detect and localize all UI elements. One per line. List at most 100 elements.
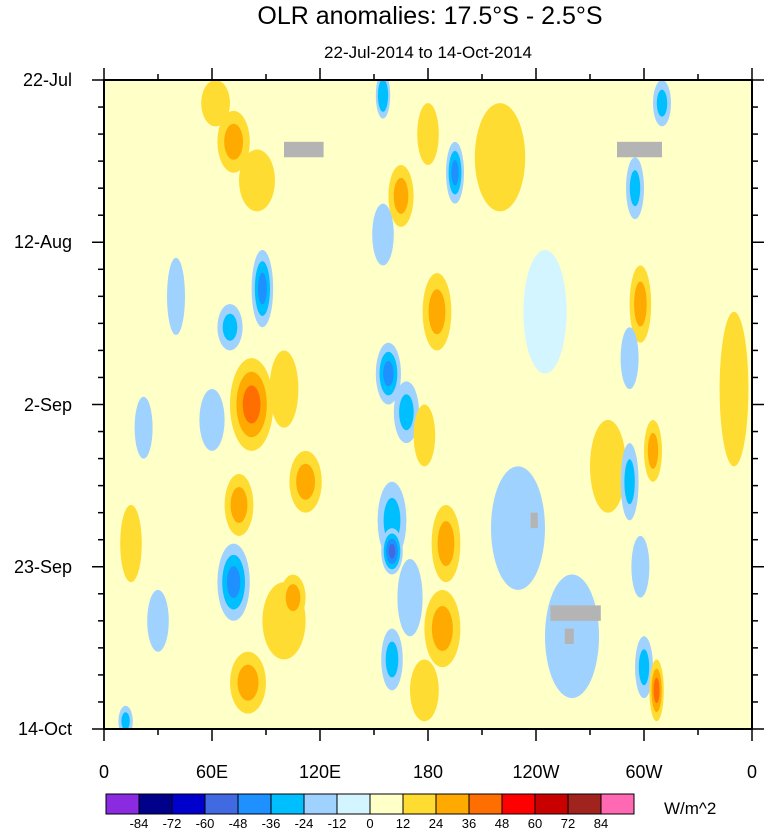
anomaly-contour xyxy=(620,327,639,390)
anomaly-contour xyxy=(428,289,446,335)
colorbar-label: 0 xyxy=(366,816,373,830)
anomaly-contour xyxy=(121,712,130,729)
chart-subtitle: 22-Jul-2014 to 14-Oct-2014 xyxy=(324,43,532,62)
anomaly-contour xyxy=(237,664,259,701)
anomaly-contour xyxy=(226,566,241,599)
colorbar-box xyxy=(534,793,569,815)
missing-data-patch xyxy=(284,141,324,158)
colorbar-box xyxy=(567,793,602,815)
colorbar-box xyxy=(336,793,371,815)
colorbar-box xyxy=(435,793,470,815)
anomaly-contour xyxy=(437,521,455,567)
anomaly-contour xyxy=(402,575,418,621)
anomaly-contour xyxy=(638,649,650,686)
anomaly-contour xyxy=(224,123,244,160)
anomaly-features xyxy=(118,80,749,729)
x-tick-label: 60W xyxy=(625,762,662,782)
anomaly-contour xyxy=(624,459,635,505)
anomaly-contour xyxy=(431,606,453,652)
colorbar-label: -72 xyxy=(163,816,182,830)
x-tick-label: 0 xyxy=(99,762,109,782)
anomaly-contour xyxy=(138,409,149,446)
anomaly-contour xyxy=(269,350,299,428)
anomaly-contour xyxy=(491,466,545,590)
colorbar-label: -24 xyxy=(295,816,314,830)
colorbar-box xyxy=(501,793,536,815)
colorbar-label: -12 xyxy=(328,816,347,830)
colorbar-box xyxy=(270,793,305,815)
anomaly-contour xyxy=(383,360,394,387)
colorbar-box xyxy=(105,793,140,815)
missing-data-patch xyxy=(550,605,601,621)
colorbar-box xyxy=(138,793,173,815)
x-tick-label: 60E xyxy=(196,762,228,782)
y-tick-label: 14-Oct xyxy=(18,719,72,739)
anomaly-contour xyxy=(634,281,647,327)
colorbar-label: -60 xyxy=(196,816,215,830)
colorbar-label: 84 xyxy=(594,816,608,830)
anomaly-contour xyxy=(296,463,315,500)
anomaly-contour xyxy=(222,313,238,341)
colorbar-unit: W/m^2 xyxy=(664,799,716,818)
colorbar-label: -84 xyxy=(130,816,149,830)
anomaly-contour xyxy=(719,311,749,467)
anomaly-contour xyxy=(635,548,646,585)
anomaly-contour xyxy=(230,486,248,523)
anomaly-contour xyxy=(258,272,267,305)
anomaly-contour xyxy=(647,432,659,469)
colorbar-label: 60 xyxy=(528,816,542,830)
anomaly-contour xyxy=(147,589,169,652)
missing-data-regions xyxy=(284,141,662,645)
anomaly-contour xyxy=(380,85,386,105)
x-tick-label: 120E xyxy=(299,762,341,782)
anomaly-contour xyxy=(285,584,301,612)
colorbar-label: -36 xyxy=(262,816,281,830)
colorbar-boxes xyxy=(105,793,635,815)
anomaly-contour xyxy=(451,160,459,186)
anomaly-contour xyxy=(167,257,185,335)
anomaly-contour xyxy=(656,89,668,117)
missing-data-patch xyxy=(530,512,538,529)
anomaly-contour xyxy=(590,419,626,513)
anomaly-contour xyxy=(376,216,390,253)
x-axis-tick-labels: 0 60E 120E 180 120W 60W 0 xyxy=(99,762,757,782)
anomaly-contour xyxy=(413,404,436,467)
x-tick-label: 120W xyxy=(512,762,559,782)
colorbar-box xyxy=(600,793,635,815)
anomaly-contour xyxy=(474,103,526,212)
colorbar: -84 -72 -60 -48 -36 -24 -12 0 12 24 36 4… xyxy=(105,793,716,830)
colorbar-label: -48 xyxy=(229,816,248,830)
anomaly-contour xyxy=(629,170,641,207)
anomaly-contour xyxy=(393,177,409,214)
colorbar-label: 48 xyxy=(495,816,509,830)
colorbar-box xyxy=(171,793,206,815)
y-tick-label: 23-Sep xyxy=(14,557,72,577)
colorbar-box xyxy=(303,793,338,815)
axis-ticks xyxy=(92,68,764,741)
anomaly-contour xyxy=(120,504,142,583)
anomaly-contour xyxy=(201,80,230,127)
x-tick-label: 0 xyxy=(747,762,757,782)
chart-title: OLR anomalies: 17.5°S - 2.5°S xyxy=(257,2,602,30)
colorbar-box xyxy=(204,793,239,815)
anomaly-contour xyxy=(417,103,439,165)
anomaly-contour xyxy=(385,641,399,678)
x-tick-label: 180 xyxy=(413,762,443,782)
anomaly-contour xyxy=(239,149,275,212)
anomaly-contour xyxy=(523,249,567,374)
colorbar-box xyxy=(237,793,272,815)
colorbar-box xyxy=(402,793,437,815)
colorbar-label: 24 xyxy=(429,816,443,830)
y-axis-tick-labels: 22-Jul 12-Aug 2-Sep 23-Sep 14-Oct xyxy=(14,70,72,739)
colorbar-labels: -84 -72 -60 -48 -36 -24 -12 0 12 24 36 4… xyxy=(130,816,609,830)
y-tick-label: 22-Jul xyxy=(23,70,72,90)
anomaly-contour xyxy=(410,659,439,722)
y-tick-label: 2-Sep xyxy=(24,395,72,415)
colorbar-label: 12 xyxy=(396,816,410,830)
colorbar-label: 36 xyxy=(462,816,476,830)
anomaly-contour xyxy=(388,543,396,559)
y-tick-label: 12-Aug xyxy=(14,232,72,252)
plot-area xyxy=(103,79,753,730)
colorbar-box xyxy=(369,793,404,815)
